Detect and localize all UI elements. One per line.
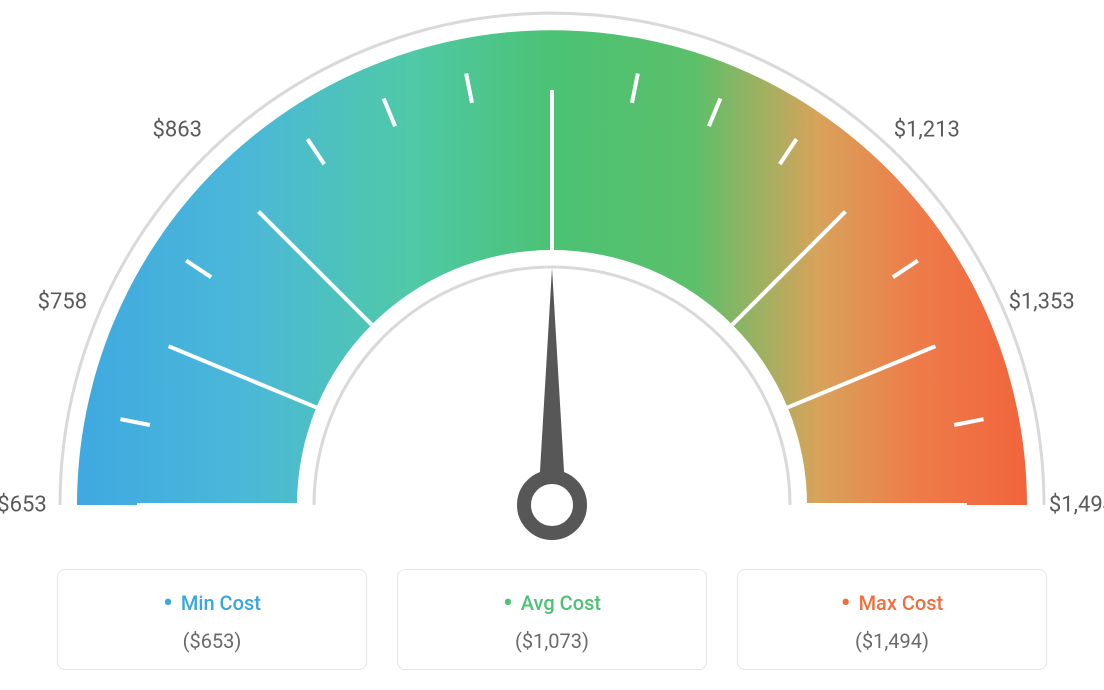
gauge-needle-hub — [524, 477, 580, 533]
legend-value: ($1,494) — [758, 629, 1026, 653]
gauge-svg — [0, 0, 1104, 560]
gauge-needle — [538, 268, 566, 505]
gauge-tick-label: $758 — [38, 290, 87, 315]
gauge-tick-label: $1,353 — [1009, 290, 1075, 315]
legend-title: Min Cost — [78, 586, 346, 619]
legend-box: Max Cost ($1,494) — [737, 569, 1047, 670]
gauge-tick-label: $1,494 — [1049, 493, 1104, 518]
legend-title: Avg Cost — [418, 586, 686, 619]
gauge-tick-label: $863 — [152, 118, 201, 143]
gauge-tick-label: $1,213 — [894, 118, 960, 143]
cost-gauge-chart: $653$758$863$1,073$1,213$1,353$1,494 — [0, 0, 1104, 560]
legend-box: Avg Cost ($1,073) — [397, 569, 707, 670]
gauge-tick-label: $653 — [0, 493, 47, 518]
legend-title: Max Cost — [758, 586, 1026, 619]
legend-value: ($1,073) — [418, 629, 686, 653]
legend-value: ($653) — [78, 629, 346, 653]
legend-box: Min Cost ($653) — [57, 569, 367, 670]
legend-row: Min Cost ($653) Avg Cost ($1,073) Max Cost ($… — [0, 569, 1104, 670]
